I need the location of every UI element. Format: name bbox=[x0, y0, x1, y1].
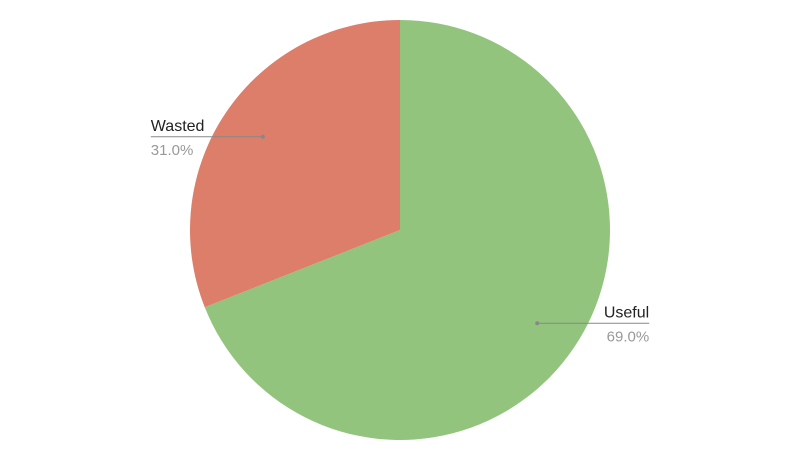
pie-slice-useful bbox=[204, 20, 611, 440]
slices-layer bbox=[190, 20, 611, 440]
slice-label-wasted: Wasted bbox=[151, 118, 205, 135]
slice-label-useful: Useful bbox=[604, 304, 649, 321]
pie-slice-wasted bbox=[190, 20, 400, 308]
slice-percent-wasted: 31.0% bbox=[151, 142, 194, 159]
slice-percent-useful: 69.0% bbox=[607, 328, 650, 345]
labels-layer: Useful 69.0% Wasted 31.0% bbox=[150, 118, 650, 345]
